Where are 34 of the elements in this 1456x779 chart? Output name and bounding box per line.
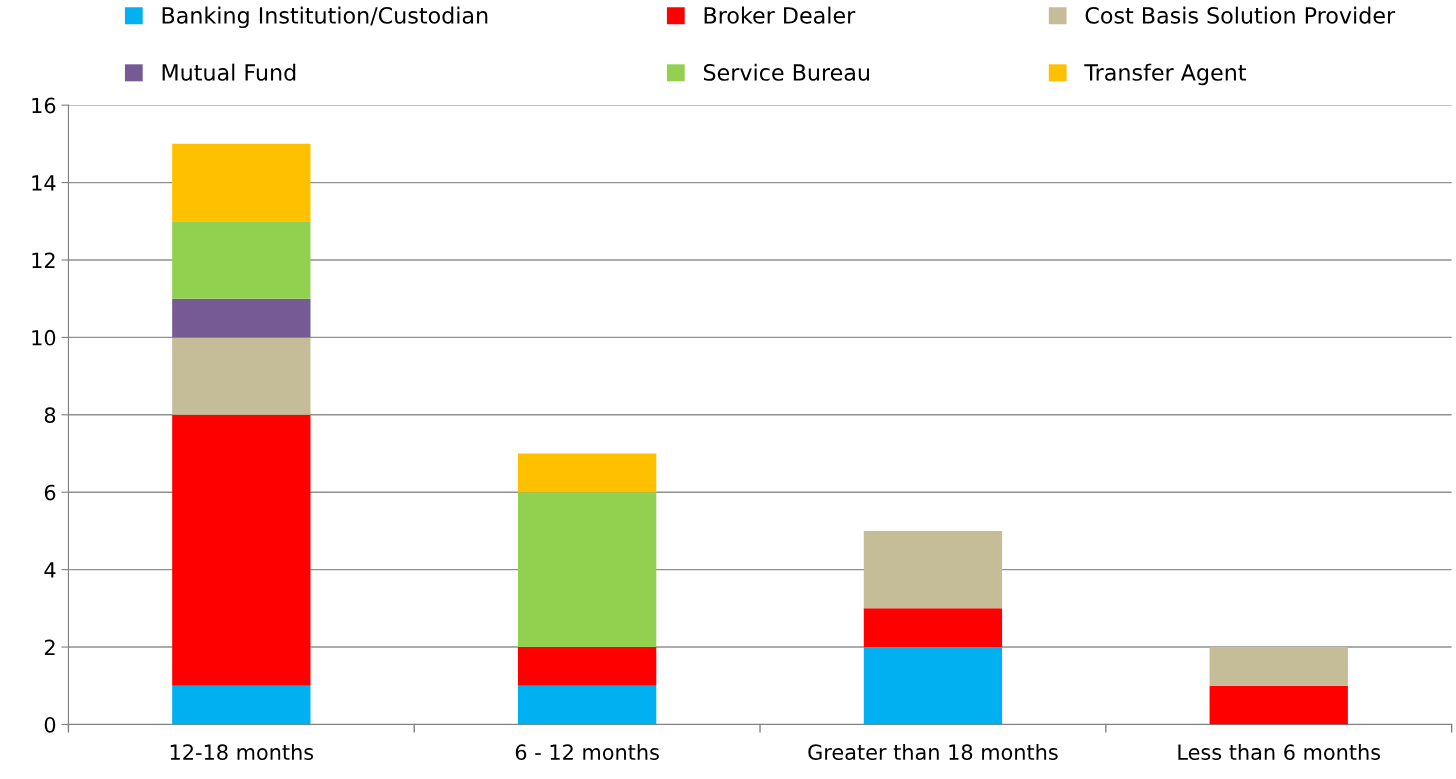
x-tick-label: Greater than 18 months xyxy=(808,743,1058,761)
bar xyxy=(517,647,657,686)
bar xyxy=(172,298,311,338)
legend-label: Transfer Agent xyxy=(1084,63,1246,86)
bar xyxy=(1209,685,1348,725)
bar xyxy=(172,143,311,222)
legend-label: Banking Institution/Custodian xyxy=(162,6,488,29)
y-tick-label: 16 xyxy=(32,97,56,114)
bar xyxy=(172,337,311,415)
bar xyxy=(172,685,311,725)
bar xyxy=(517,492,657,648)
legend-label: Service Bureau xyxy=(703,63,869,81)
bar xyxy=(172,414,311,686)
bar xyxy=(517,453,657,493)
y-tick-label: 2 xyxy=(44,639,55,655)
bar xyxy=(863,608,1003,648)
y-tick-label: 10 xyxy=(32,329,56,346)
legend-label: Mutual Fund xyxy=(162,63,296,81)
bar xyxy=(1209,647,1348,686)
y-tick-label: 8 xyxy=(44,407,56,424)
legend-label: Broker Dealer xyxy=(704,6,856,24)
x-tick-label: 6 - 12 months xyxy=(515,743,659,761)
y-tick-label: 6 xyxy=(44,484,56,501)
y-tick-label: 0 xyxy=(44,716,56,733)
bar xyxy=(172,221,311,299)
y-tick-label: 12 xyxy=(32,252,55,268)
bar xyxy=(517,685,657,725)
y-tick-label: 14 xyxy=(32,175,56,191)
x-tick-label: 12-18 months xyxy=(170,743,314,761)
x-tick-label: Less than 6 months xyxy=(1178,743,1381,761)
legend-label: Cost Basis Solution Provider xyxy=(1085,6,1396,24)
y-tick-label: 4 xyxy=(44,562,56,578)
bar xyxy=(863,647,1003,725)
bar xyxy=(863,530,1003,609)
